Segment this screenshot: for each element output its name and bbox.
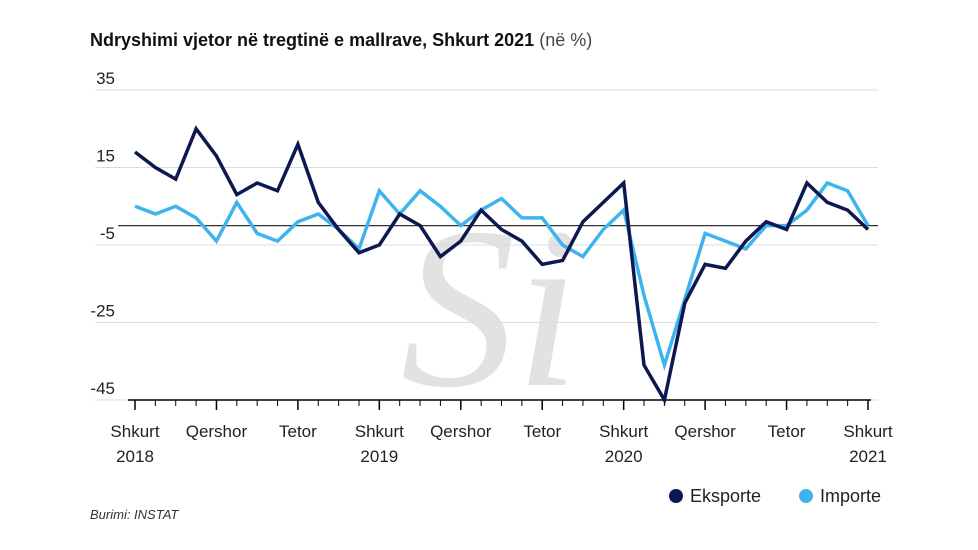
x-tick-label: Shkurt <box>843 422 892 441</box>
chart-title-text: Ndryshimi vjetor në tregtinë e mallrave,… <box>90 30 535 50</box>
y-tick-label: -25 <box>90 302 115 321</box>
series-line-importe <box>134 180 870 372</box>
y-tick-label: 15 <box>96 147 115 166</box>
x-tick-label-year: 2018 <box>116 447 154 466</box>
source-note: Burimi: INSTAT <box>90 507 179 522</box>
x-tick-label: Shkurt <box>110 422 159 441</box>
chart-title-unit: (në %) <box>539 30 593 50</box>
legend-label-importe: Importe <box>820 486 881 506</box>
x-tick-label: Shkurt <box>599 422 648 441</box>
y-axis: 35 15 -5 -25 -45 <box>90 69 115 398</box>
x-tick-label-year: 2020 <box>605 447 643 466</box>
legend-marker-eksporte <box>669 489 683 503</box>
x-tick-label: Tetor <box>279 422 317 441</box>
series-line-eksporte <box>133 125 870 405</box>
x-axis: Shkurt 2018 Qershor Tetor Shkurt 2019 Qershor T… <box>110 399 893 466</box>
y-tick-label: -45 <box>90 379 115 398</box>
y-tick-label: 35 <box>96 69 115 88</box>
series-lines <box>133 125 870 405</box>
x-tick-label-year: 2019 <box>360 447 398 466</box>
watermark-logo: Si <box>401 180 580 435</box>
y-tick-label: -5 <box>100 224 115 243</box>
x-tick-label-year: 2021 <box>849 447 887 466</box>
legend: Eksporte Importe <box>669 486 881 506</box>
x-tick-label: Qershor <box>186 422 248 441</box>
x-tick-label: Qershor <box>674 422 736 441</box>
legend-label-eksporte: Eksporte <box>690 486 761 506</box>
legend-marker-importe <box>799 489 813 503</box>
x-tick-label: Shkurt <box>355 422 404 441</box>
x-tick-label: Tetor <box>768 422 806 441</box>
x-tick-label: Qershor <box>430 422 492 441</box>
x-tick-label: Tetor <box>523 422 561 441</box>
chart-title: Ndryshimi vjetor në tregtinë e mallrave,… <box>90 30 592 51</box>
